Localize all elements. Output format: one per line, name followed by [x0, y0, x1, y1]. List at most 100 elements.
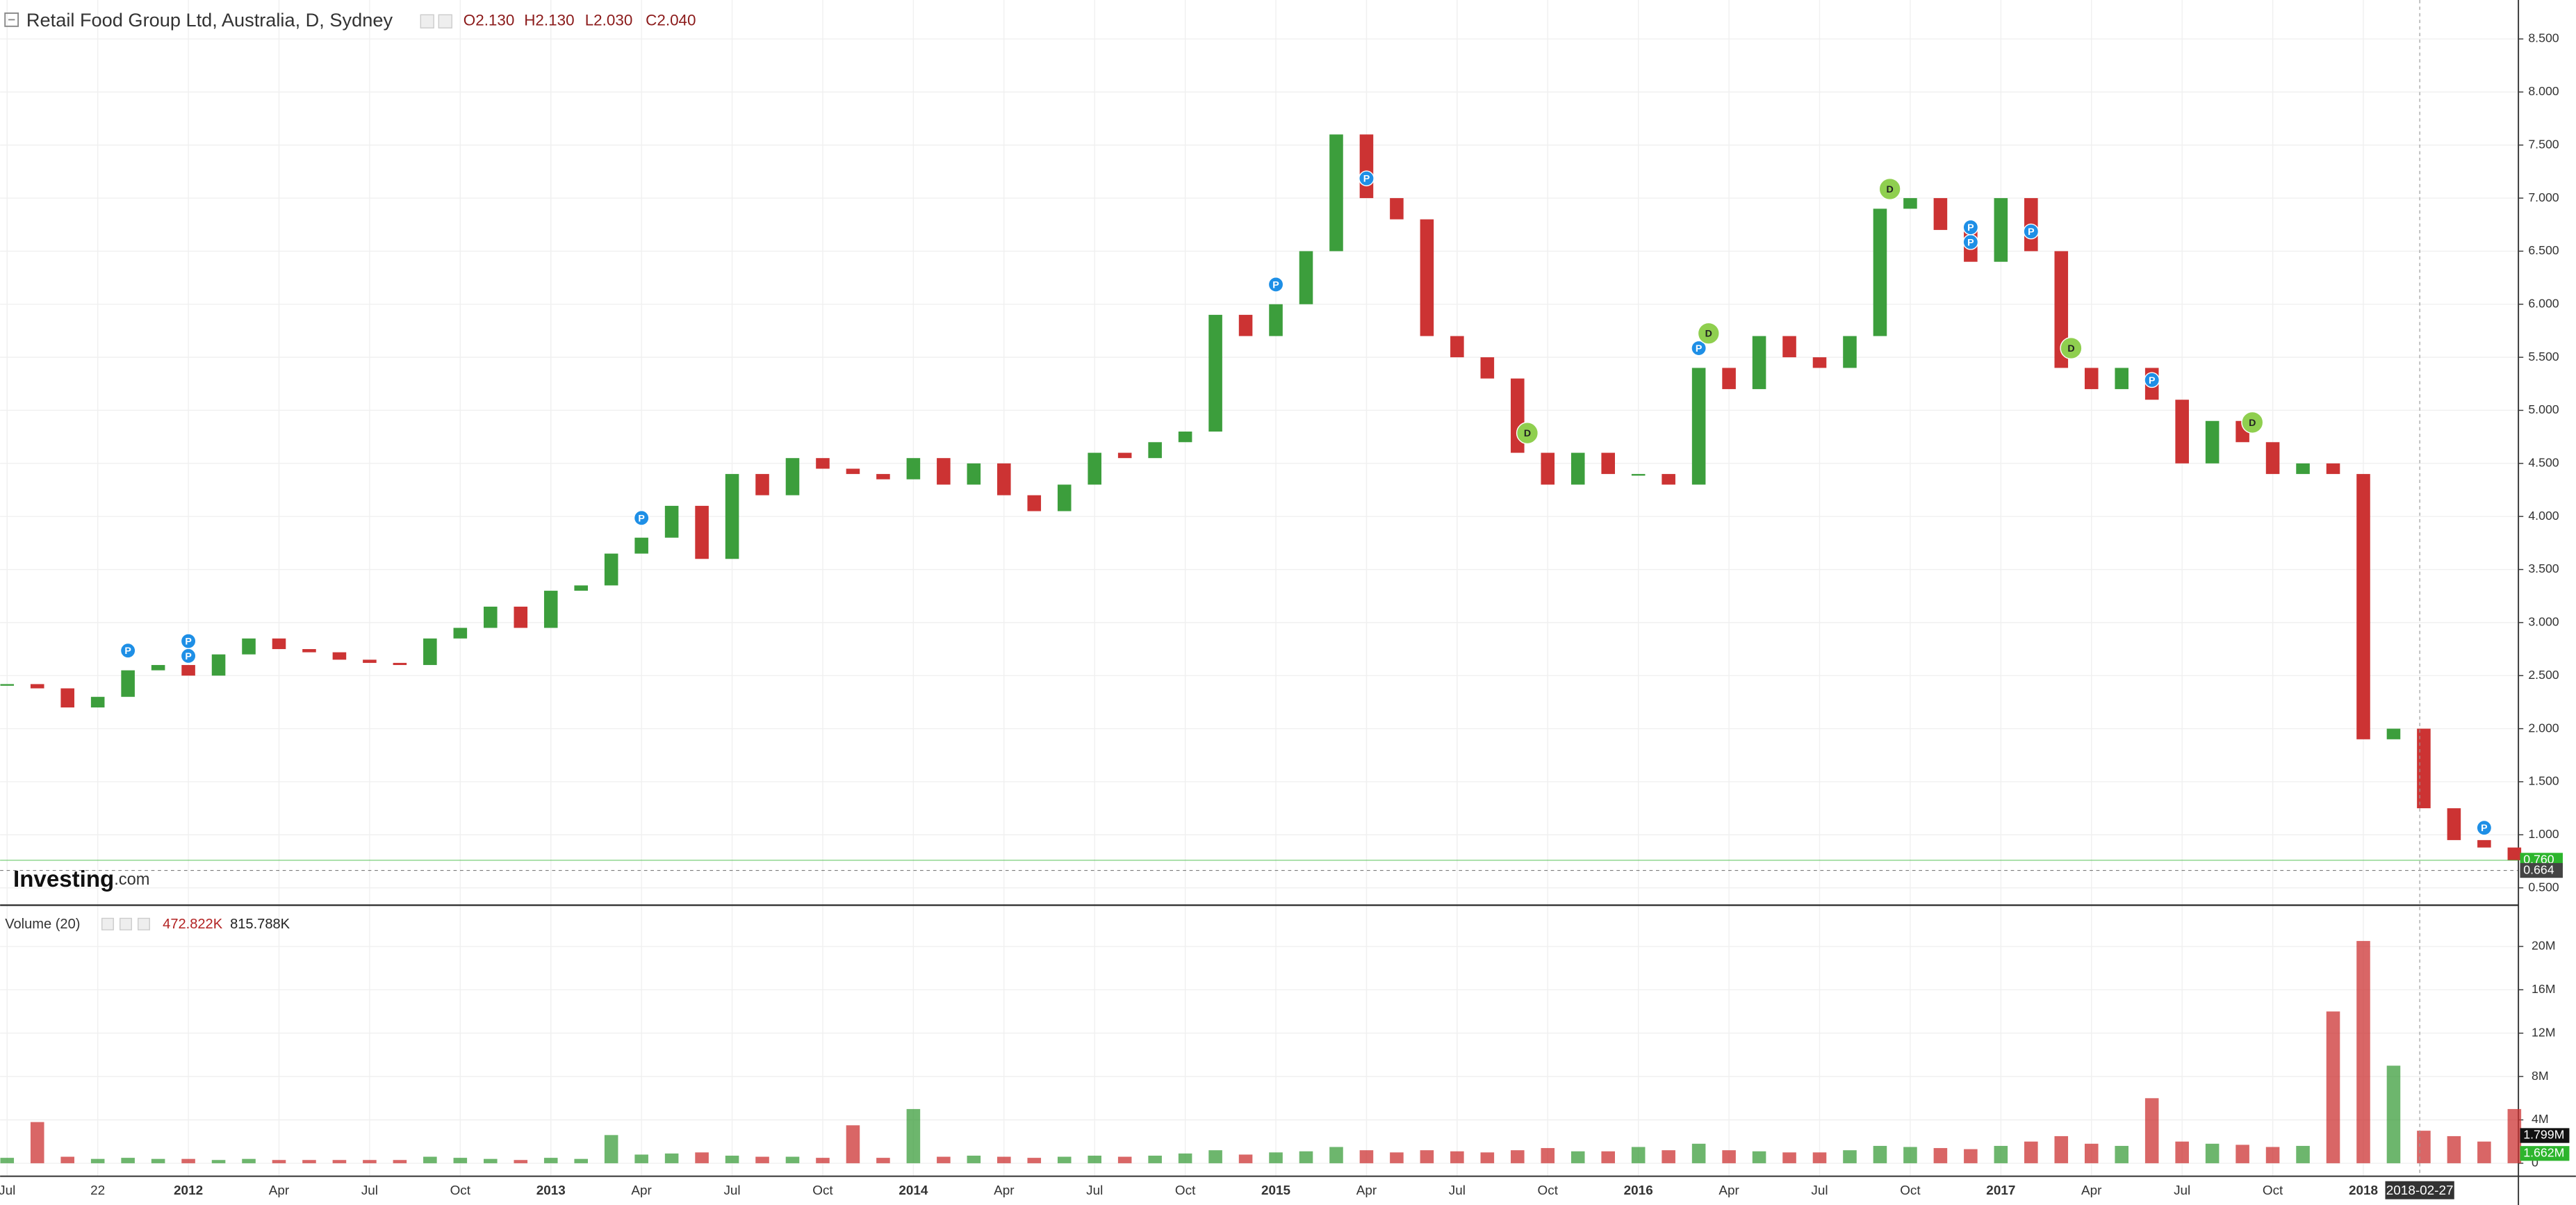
close-icon[interactable]	[137, 917, 150, 931]
candle	[1691, 368, 1706, 485]
volume-bar	[151, 1158, 165, 1163]
volume-bar	[423, 1156, 437, 1163]
x-tick-label: Oct	[1538, 1183, 1559, 1198]
volume-bar	[121, 1158, 135, 1163]
event-label: P	[1363, 174, 1370, 185]
volume-bar	[242, 1158, 256, 1163]
volume-bar	[2296, 1145, 2310, 1163]
volume-bar	[2084, 1143, 2099, 1163]
candle	[484, 606, 498, 628]
volume-bar	[484, 1158, 498, 1163]
event-marker[interactable]	[1697, 322, 1720, 345]
x-tick-label: 2018	[2349, 1183, 2378, 1198]
volume-value: 472.822K	[163, 917, 223, 932]
logo: Investing.com	[13, 867, 149, 892]
event-marker[interactable]	[1962, 219, 1979, 236]
event-marker[interactable]	[1516, 422, 1539, 445]
volume-bar	[514, 1160, 528, 1163]
y2-tick-label: 4M	[2532, 1112, 2549, 1126]
volume-bar	[2054, 1136, 2069, 1163]
event-marker[interactable]	[2241, 411, 2264, 434]
event-label: P	[124, 646, 131, 657]
x-tick-label: 22	[90, 1183, 105, 1198]
x-tick-label: Oct	[1900, 1183, 1921, 1198]
volume-bar	[332, 1160, 347, 1163]
event-marker[interactable]	[1691, 340, 1707, 356]
volume-bar	[0, 1158, 15, 1163]
candle	[1903, 198, 1917, 209]
volume-bar	[1662, 1150, 1675, 1163]
candle	[906, 458, 921, 479]
x-tick-label: 2014	[899, 1183, 928, 1198]
event-marker[interactable]	[180, 633, 197, 649]
settings-icon[interactable]	[119, 917, 132, 931]
y-tick-label: 0.500	[2528, 880, 2559, 894]
y-tick-label: 1.500	[2528, 774, 2559, 788]
settings-icon[interactable]	[438, 14, 452, 28]
y-tick-label: 6.000	[2528, 296, 2559, 310]
settings-icon[interactable]	[101, 917, 114, 931]
crosshair-label-box	[2385, 1181, 2454, 1199]
y-tick-label: 7.000	[2528, 190, 2559, 204]
volume-bar	[1722, 1150, 1736, 1163]
settings-icon[interactable]	[420, 14, 434, 28]
volume-bar	[211, 1160, 226, 1163]
price-label: 0.760	[2523, 853, 2554, 867]
x-tick-label: Jul	[723, 1183, 740, 1198]
candle	[634, 537, 648, 554]
event-marker[interactable]	[2144, 372, 2160, 388]
candle	[1329, 134, 1343, 252]
event-label: D	[1705, 329, 1712, 340]
candle	[1601, 452, 1615, 475]
y2-tick-label: 16M	[2532, 982, 2555, 996]
candle	[1238, 315, 1253, 336]
volume-bar	[906, 1108, 921, 1163]
candle	[543, 591, 558, 628]
event-marker[interactable]	[1359, 170, 1375, 187]
volume-bar	[1903, 1147, 1917, 1163]
event-marker[interactable]	[2476, 819, 2493, 836]
x-tick-label: Oct	[450, 1183, 471, 1198]
candle	[1420, 219, 1434, 336]
volume-bar	[755, 1156, 769, 1163]
volume-bar	[1994, 1145, 2008, 1163]
event-label: D	[2067, 343, 2074, 354]
volume-bar	[1933, 1148, 1948, 1163]
y-tick-label: 3.000	[2528, 615, 2559, 629]
candle	[1570, 452, 1585, 485]
volume-bar	[1450, 1151, 1464, 1163]
x-tick-label: 2012	[174, 1183, 203, 1198]
volume-bar	[1027, 1158, 1042, 1163]
event-marker[interactable]	[120, 642, 136, 659]
event-marker[interactable]	[1268, 277, 1284, 293]
volume-value: 815.788K	[230, 917, 290, 932]
volume-bar	[2024, 1141, 2038, 1163]
candle	[816, 458, 830, 469]
event-marker[interactable]	[2023, 223, 2040, 240]
collapse-icon[interactable]	[4, 12, 19, 27]
volume-bar	[725, 1155, 739, 1163]
volume-bar	[2447, 1136, 2461, 1163]
candle	[937, 458, 951, 485]
volume-bar	[2326, 1011, 2340, 1163]
volume-bar	[363, 1160, 377, 1163]
volume-bar	[967, 1155, 981, 1163]
candle	[846, 468, 860, 475]
candle	[514, 606, 528, 628]
x-tick-label: Apr	[269, 1183, 289, 1198]
volume-bar	[2235, 1145, 2249, 1163]
event-label: P	[1696, 343, 1702, 354]
y-tick-label: 8.500	[2528, 31, 2559, 45]
candle	[1178, 432, 1192, 443]
event-label: P	[2028, 227, 2034, 238]
price-label: 0.664	[2523, 862, 2554, 876]
x-tick-label: Apr	[994, 1183, 1014, 1198]
volume-bar	[695, 1152, 709, 1163]
volume-bar	[2477, 1141, 2491, 1163]
event-marker[interactable]	[633, 509, 650, 526]
event-marker[interactable]	[1878, 177, 1901, 201]
event-marker[interactable]	[2060, 336, 2083, 360]
candle	[2507, 847, 2522, 860]
y-tick-label: 2.000	[2528, 721, 2559, 735]
volume-bar	[1390, 1152, 1404, 1163]
